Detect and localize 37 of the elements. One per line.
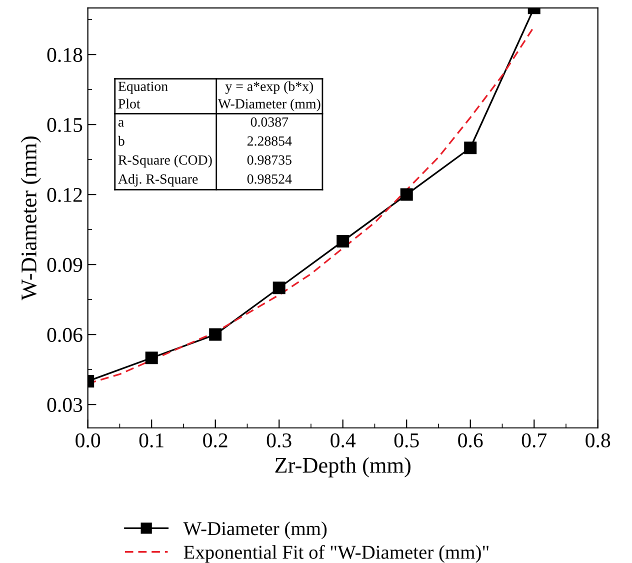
annotation: 0.98524 bbox=[247, 174, 292, 184]
annotation: Plot bbox=[118, 98, 140, 108]
x-axis-title: Zr-Depth (mm) bbox=[275, 457, 410, 478]
annotation: 2.28854 bbox=[247, 136, 292, 146]
point bbox=[145, 352, 158, 364]
annotation: W-Diameter (mm) bbox=[218, 98, 320, 112]
annotation: Adj. R-Square bbox=[118, 174, 198, 187]
y-tick-label: 0.09 bbox=[47, 258, 82, 272]
x-tick-label: 0.3 bbox=[266, 433, 292, 448]
x-tick-label: 0.4 bbox=[330, 433, 356, 448]
y-axis-title: W-Diameter (mm) bbox=[20, 136, 41, 300]
point bbox=[400, 188, 413, 201]
annotation: b bbox=[118, 136, 124, 146]
point bbox=[464, 142, 477, 154]
annotation: R-Square (COD) bbox=[118, 154, 212, 168]
point bbox=[272, 282, 286, 294]
point bbox=[336, 234, 350, 248]
legend-label: W-Diameter (mm) bbox=[183, 522, 327, 540]
y-tick-label: 0.06 bbox=[47, 328, 82, 342]
annotation: 0.98735 bbox=[247, 155, 292, 165]
y-tick-label: 0.03 bbox=[47, 398, 82, 412]
x-tick-label: 0.8 bbox=[586, 433, 610, 448]
y-tick-label: 0.15 bbox=[47, 118, 82, 132]
y-tick-label: 0.18 bbox=[47, 48, 82, 62]
point bbox=[209, 328, 222, 341]
annotation: y = a*exp (b*x) bbox=[225, 81, 314, 94]
annotation: 0.0387 bbox=[250, 117, 288, 127]
x-tick-label: 0.7 bbox=[522, 433, 547, 448]
annotation: a bbox=[118, 120, 124, 127]
x-tick-label: 0.6 bbox=[458, 433, 483, 448]
x-tick-label: 0.5 bbox=[394, 433, 419, 448]
x-tick-label: 0.0 bbox=[76, 433, 100, 448]
x-tick-label: 0.1 bbox=[139, 433, 164, 448]
x-tick-label: 0.2 bbox=[203, 433, 228, 448]
annotation: Equation bbox=[118, 82, 168, 94]
y-tick-label: 0.12 bbox=[47, 188, 82, 202]
legend-label: Exponential Fit of "W-Diameter (mm)" bbox=[184, 544, 488, 563]
